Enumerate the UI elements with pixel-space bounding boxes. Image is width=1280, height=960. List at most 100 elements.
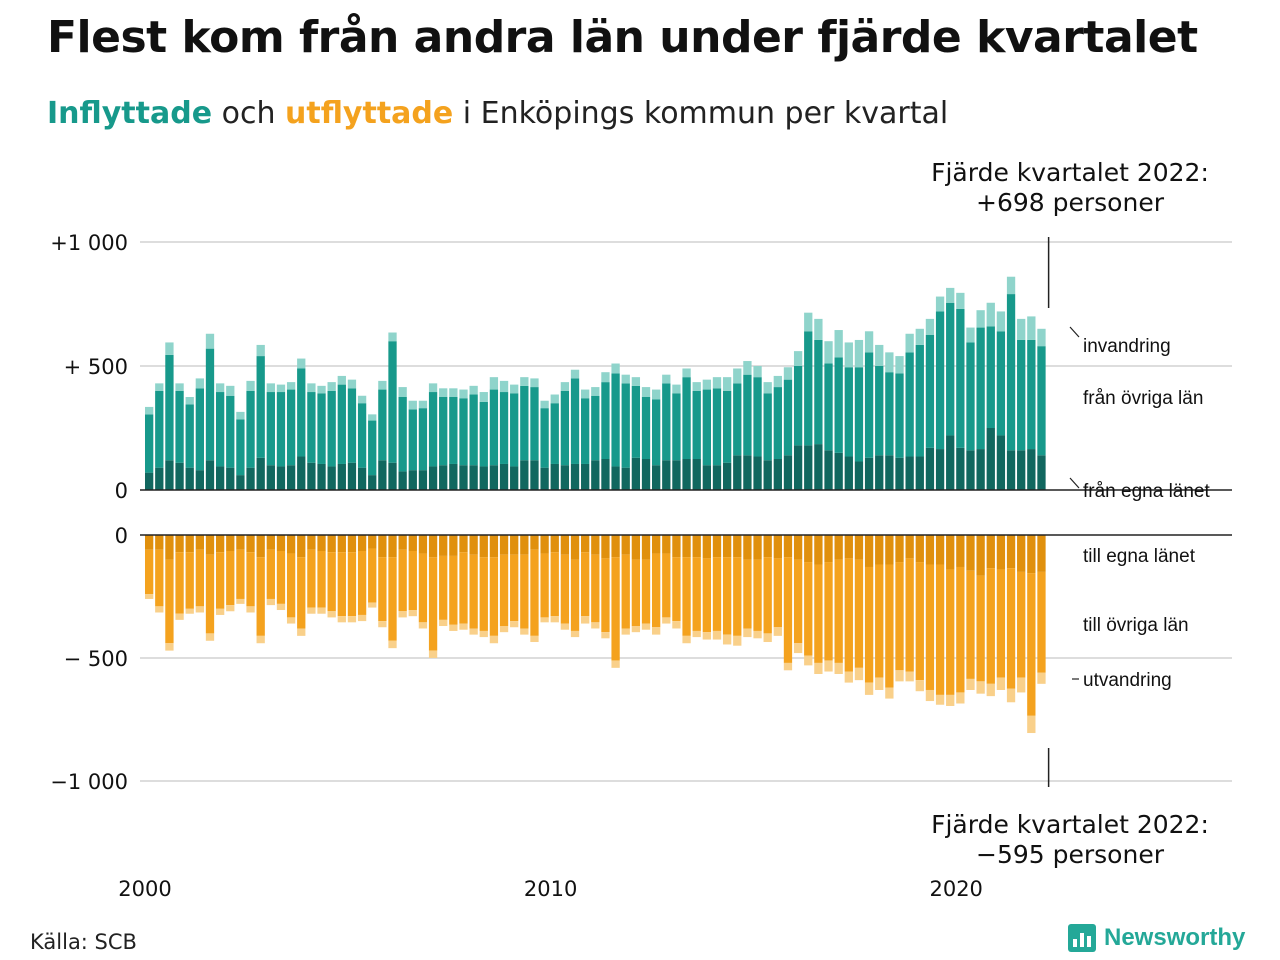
- bar-out-emigration: [145, 594, 154, 599]
- bar-out-own: [388, 535, 397, 558]
- bar-in-own: [844, 456, 853, 490]
- bar-out-emigration: [560, 623, 570, 630]
- bar-out-other: [195, 549, 204, 607]
- bar-in-own: [895, 457, 904, 490]
- bar-in-own: [864, 457, 874, 490]
- bar-in-other: [297, 368, 306, 457]
- bar-in-own: [986, 428, 995, 490]
- bar-in-other: [317, 393, 326, 464]
- bar-out-own: [297, 535, 306, 558]
- bar-out-emigration: [570, 630, 580, 638]
- bar-out-emigration: [834, 662, 843, 674]
- bar-out-emigration: [763, 633, 772, 643]
- bar-out-emigration: [641, 623, 651, 630]
- bar-out-own: [266, 535, 275, 550]
- bar-out-other: [591, 554, 600, 623]
- bar-in-immigration: [337, 375, 346, 385]
- bar-in-own: [956, 447, 965, 490]
- bar-out-other: [793, 559, 803, 644]
- bar-in-own: [266, 465, 275, 490]
- bar-in-own: [215, 466, 225, 490]
- bar-in-other: [1006, 294, 1016, 451]
- bar-out-own: [276, 535, 286, 551]
- bar-out-own: [1027, 535, 1036, 574]
- bar-in-other: [499, 392, 509, 464]
- bar-in-immigration: [185, 397, 194, 405]
- subtitle-in-label: Inflyttade: [47, 96, 213, 131]
- bar-in-other: [581, 398, 590, 464]
- bar-in-immigration: [631, 377, 641, 386]
- bar-in-immigration: [885, 352, 894, 373]
- bar-out-emigration: [1037, 672, 1046, 684]
- bar-out-emigration: [1017, 677, 1026, 693]
- bar-out-own: [631, 535, 641, 560]
- bar-in-immigration: [439, 388, 448, 397]
- bar-in-immigration: [408, 400, 417, 410]
- bar-in-other: [540, 408, 549, 468]
- bar-out-own: [520, 535, 529, 555]
- bar-out-other: [226, 550, 235, 606]
- bar-in-immigration: [976, 310, 985, 328]
- bar-out-emigration: [175, 613, 184, 620]
- bar-in-other: [783, 379, 793, 456]
- bar-out-other: [398, 549, 407, 612]
- bar-out-emigration: [986, 683, 995, 697]
- bar-in-immigration: [722, 377, 732, 391]
- bar-in-other: [733, 383, 742, 456]
- bar-out-other: [165, 559, 174, 644]
- bar-out-own: [337, 535, 346, 553]
- bar-out-own: [986, 535, 995, 569]
- bar-in-own: [804, 445, 813, 490]
- bar-out-own: [773, 535, 782, 559]
- bar-in-immigration: [824, 341, 833, 364]
- bar-in-other: [844, 367, 853, 457]
- bar-out-emigration: [793, 643, 803, 654]
- bar-out-other: [631, 559, 641, 627]
- bar-in-other: [408, 409, 417, 471]
- bar-in-own: [165, 460, 174, 490]
- bar-out-emigration: [368, 602, 377, 608]
- bar-in-other: [986, 326, 995, 428]
- bar-out-other: [672, 557, 681, 622]
- bar-out-emigration: [357, 614, 367, 622]
- bar-out-emigration: [479, 630, 488, 638]
- bar-in-own: [875, 455, 884, 490]
- bar-out-other: [185, 552, 194, 609]
- bar-in-other: [398, 397, 407, 472]
- bar-in-own: [510, 466, 519, 490]
- bar-in-other: [834, 357, 843, 453]
- bar-out-other: [205, 554, 215, 634]
- bar-in-immigration: [662, 374, 671, 384]
- bar-in-immigration: [753, 366, 762, 378]
- bar-in-immigration: [1027, 316, 1036, 340]
- bar-out-other: [925, 564, 935, 690]
- bar-in-other: [256, 356, 265, 458]
- bar-in-own: [1027, 449, 1036, 490]
- bar-in-own: [347, 462, 357, 490]
- x-tick-label: 2000: [118, 877, 171, 901]
- bar-in-own: [439, 465, 448, 490]
- bar-out-own: [1006, 535, 1016, 569]
- bar-out-emigration: [925, 689, 935, 702]
- bar-in-immigration: [449, 388, 458, 397]
- bar-in-other: [702, 389, 711, 466]
- bar-in-own: [1037, 455, 1046, 490]
- bar-out-emigration: [317, 607, 326, 614]
- bar-out-other: [276, 550, 286, 604]
- bar-in-own: [317, 463, 326, 490]
- bar-in-immigration: [844, 342, 853, 368]
- bar-out-emigration: [743, 628, 752, 638]
- bar-in-own: [662, 460, 671, 490]
- bar-out-other: [469, 554, 478, 629]
- bar-in-own: [1006, 450, 1016, 490]
- bar-in-own: [733, 455, 742, 490]
- bar-in-own: [915, 456, 924, 490]
- bar-in-own: [489, 465, 499, 490]
- bar-out-other: [175, 552, 184, 614]
- bar-in-immigration: [327, 382, 336, 391]
- bar-out-emigration: [499, 626, 509, 633]
- bar-out-own: [185, 535, 194, 553]
- bar-in-own: [773, 459, 782, 490]
- bar-out-other: [570, 559, 580, 631]
- bar-out-other: [814, 564, 823, 663]
